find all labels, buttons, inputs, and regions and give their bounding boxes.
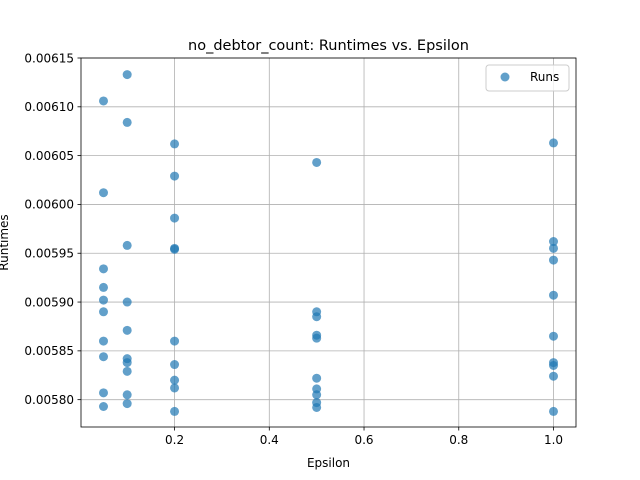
data-point <box>99 388 108 398</box>
data-point <box>122 117 132 127</box>
legend-label-runs: Runs <box>530 70 559 84</box>
data-point <box>122 240 132 250</box>
x-axis-ticks: 0.2 0.4 0.6 0.8 1.0 <box>165 427 563 447</box>
data-point <box>99 264 108 274</box>
y-axis-ticks: 0.00580 0.00585 0.00590 0.00595 0.00600 0.006… <box>24 51 81 407</box>
data-point <box>312 333 322 343</box>
grid-lines <box>81 57 576 427</box>
legend-box <box>485 64 570 92</box>
data-point <box>122 297 132 307</box>
data-point <box>549 138 558 148</box>
data-point <box>170 171 180 181</box>
data-point <box>312 312 322 322</box>
data-point <box>312 373 322 383</box>
x-tick-label: 1.0 <box>544 433 563 447</box>
chart-title: no_debtor_count: Runtimes vs. Epsilon <box>188 38 469 54</box>
data-point <box>99 295 108 305</box>
data-point <box>549 371 558 381</box>
x-tick-label: 0.2 <box>165 433 184 447</box>
x-tick-label: 0.4 <box>260 433 279 447</box>
data-point <box>170 336 180 346</box>
data-point <box>549 406 558 416</box>
data-point <box>122 366 132 376</box>
legend: Runs <box>485 64 570 92</box>
x-tick-label: 0.6 <box>354 433 373 447</box>
data-point <box>170 383 180 393</box>
data-point <box>549 361 558 370</box>
data-point <box>99 336 108 346</box>
y-tick-label: 0.00595 <box>24 247 74 261</box>
data-point <box>549 255 558 265</box>
data-point <box>99 282 108 292</box>
data-point <box>122 325 132 335</box>
y-tick-label: 0.00585 <box>24 344 74 358</box>
data-point <box>170 360 180 370</box>
y-tick-label: 0.00605 <box>24 149 74 163</box>
data-point <box>312 157 322 167</box>
data-point <box>170 244 180 254</box>
data-point <box>170 406 180 416</box>
legend-marker <box>500 72 510 82</box>
y-tick-label: 0.00600 <box>24 198 74 212</box>
data-point <box>549 331 558 341</box>
axes-frame <box>80 57 577 428</box>
data-point <box>99 352 108 362</box>
data-point <box>549 290 558 300</box>
data-point <box>170 375 180 385</box>
data-point <box>99 96 108 106</box>
data-point <box>122 70 132 80</box>
data-point <box>312 402 322 412</box>
data-points <box>99 70 558 416</box>
y-tick-label: 0.00590 <box>24 295 74 309</box>
y-tick-label: 0.00615 <box>24 51 74 65</box>
y-tick-label: 0.00580 <box>24 393 74 407</box>
data-point <box>549 237 558 247</box>
data-point <box>122 390 132 400</box>
data-point <box>99 188 108 198</box>
data-point <box>99 307 108 317</box>
data-point <box>312 390 322 400</box>
data-point <box>99 402 108 411</box>
data-point <box>549 243 558 253</box>
data-point <box>122 399 132 409</box>
data-point <box>170 213 180 223</box>
y-axis-title: Runtimes <box>0 214 11 270</box>
data-point <box>122 358 132 368</box>
y-tick-label: 0.00610 <box>24 100 74 114</box>
x-axis-title: Epsilon <box>307 456 350 470</box>
x-tick-label: 0.8 <box>449 433 468 447</box>
data-point <box>170 139 180 149</box>
